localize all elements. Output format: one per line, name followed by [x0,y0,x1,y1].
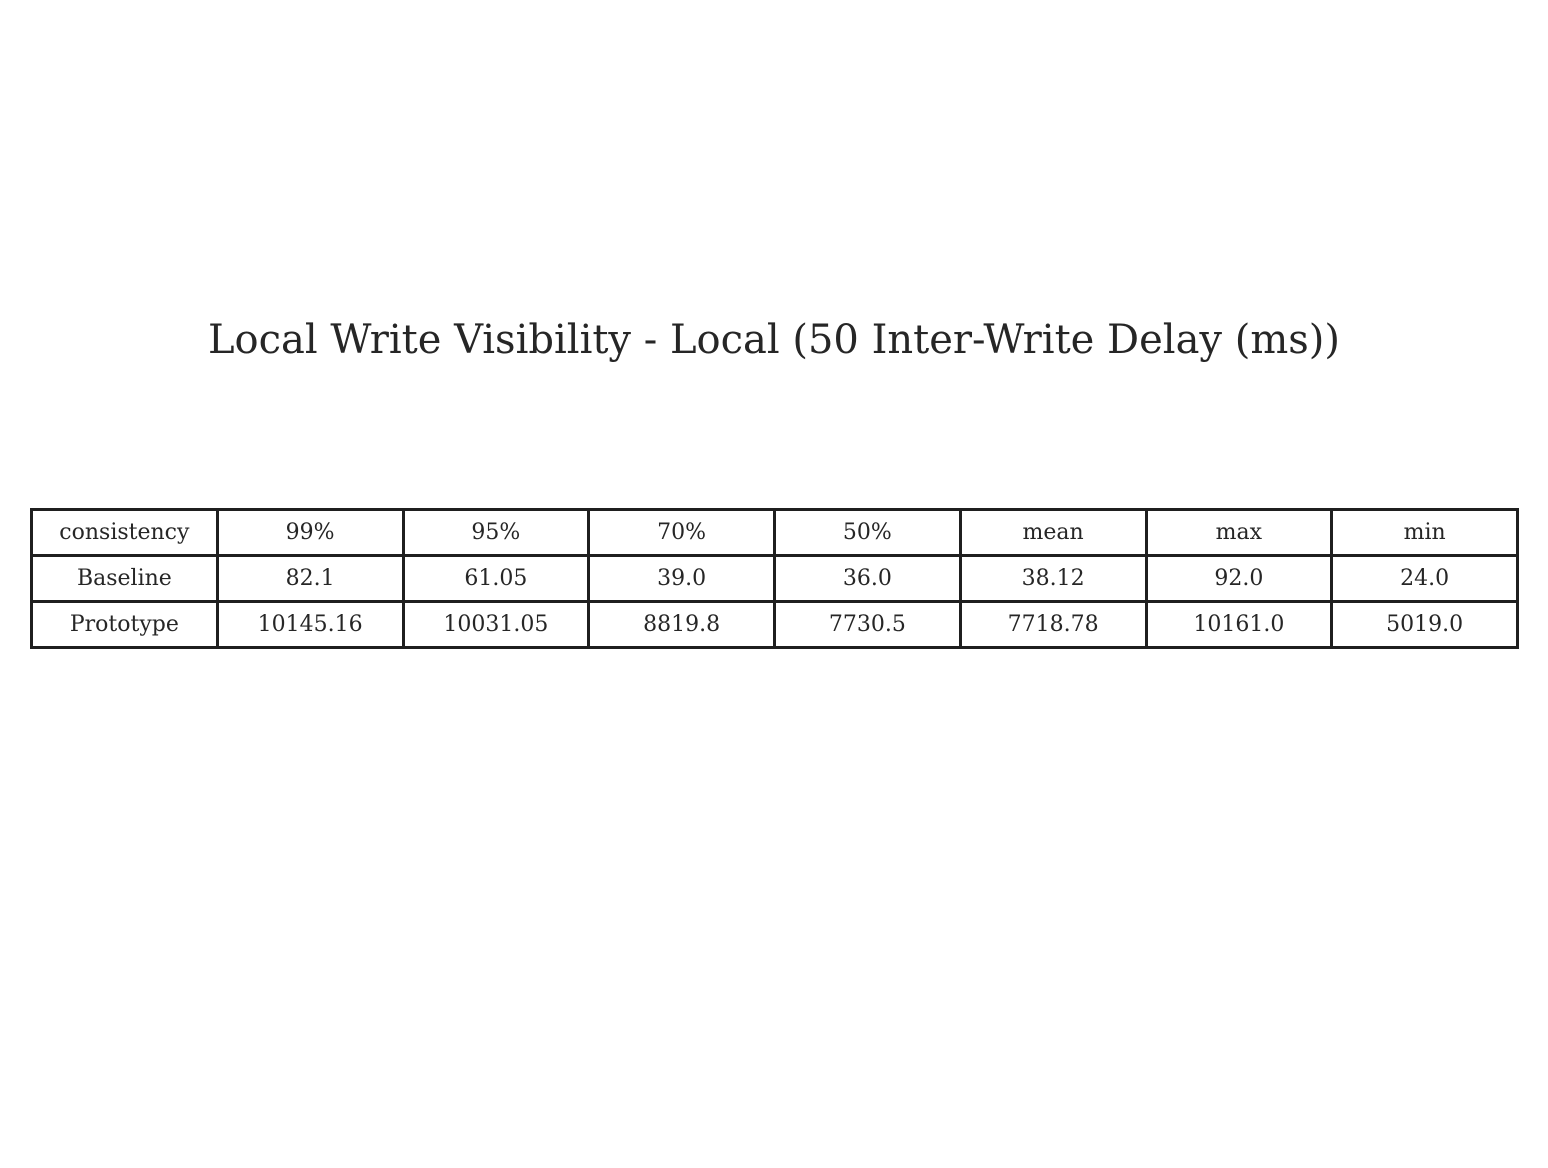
row-label-cell: Prototype [30,600,219,649]
table-row-baseline: Baseline 82.1 61.05 39.0 36.0 38.12 92.0… [30,554,1519,603]
table-cell: 10161.0 [1144,600,1334,649]
table-cell: 92.0 [1144,554,1334,603]
table-cell: 10031.05 [401,600,591,649]
header-cell-consistency: consistency [30,508,219,557]
table-row-prototype: Prototype 10145.16 10031.05 8819.8 7730.… [30,600,1519,649]
table-header-row: consistency 99% 95% 70% 50% mean max min [30,508,1519,557]
table-title: Local Write Visibility - Local (50 Inter… [207,317,1341,363]
header-cell-p99: 99% [215,508,405,557]
results-table: consistency 99% 95% 70% 50% mean max min… [30,508,1519,649]
table-cell: 10145.16 [215,600,405,649]
table-cell: 39.0 [587,554,776,603]
table-cell: 36.0 [773,554,962,603]
table-cell: 38.12 [958,554,1148,603]
table-cell: 24.0 [1330,554,1519,603]
header-cell-mean: mean [958,508,1148,557]
table-cell: 8819.8 [587,600,776,649]
header-cell-p50: 50% [773,508,962,557]
header-cell-p95: 95% [401,508,591,557]
header-cell-min: min [1330,508,1519,557]
row-label-cell: Baseline [30,554,219,603]
table-cell: 61.05 [401,554,591,603]
table-cell: 7718.78 [958,600,1148,649]
table-cell: 82.1 [215,554,405,603]
header-cell-max: max [1144,508,1334,557]
header-cell-p70: 70% [587,508,776,557]
table-cell: 5019.0 [1330,600,1519,649]
table-cell: 7730.5 [773,600,962,649]
